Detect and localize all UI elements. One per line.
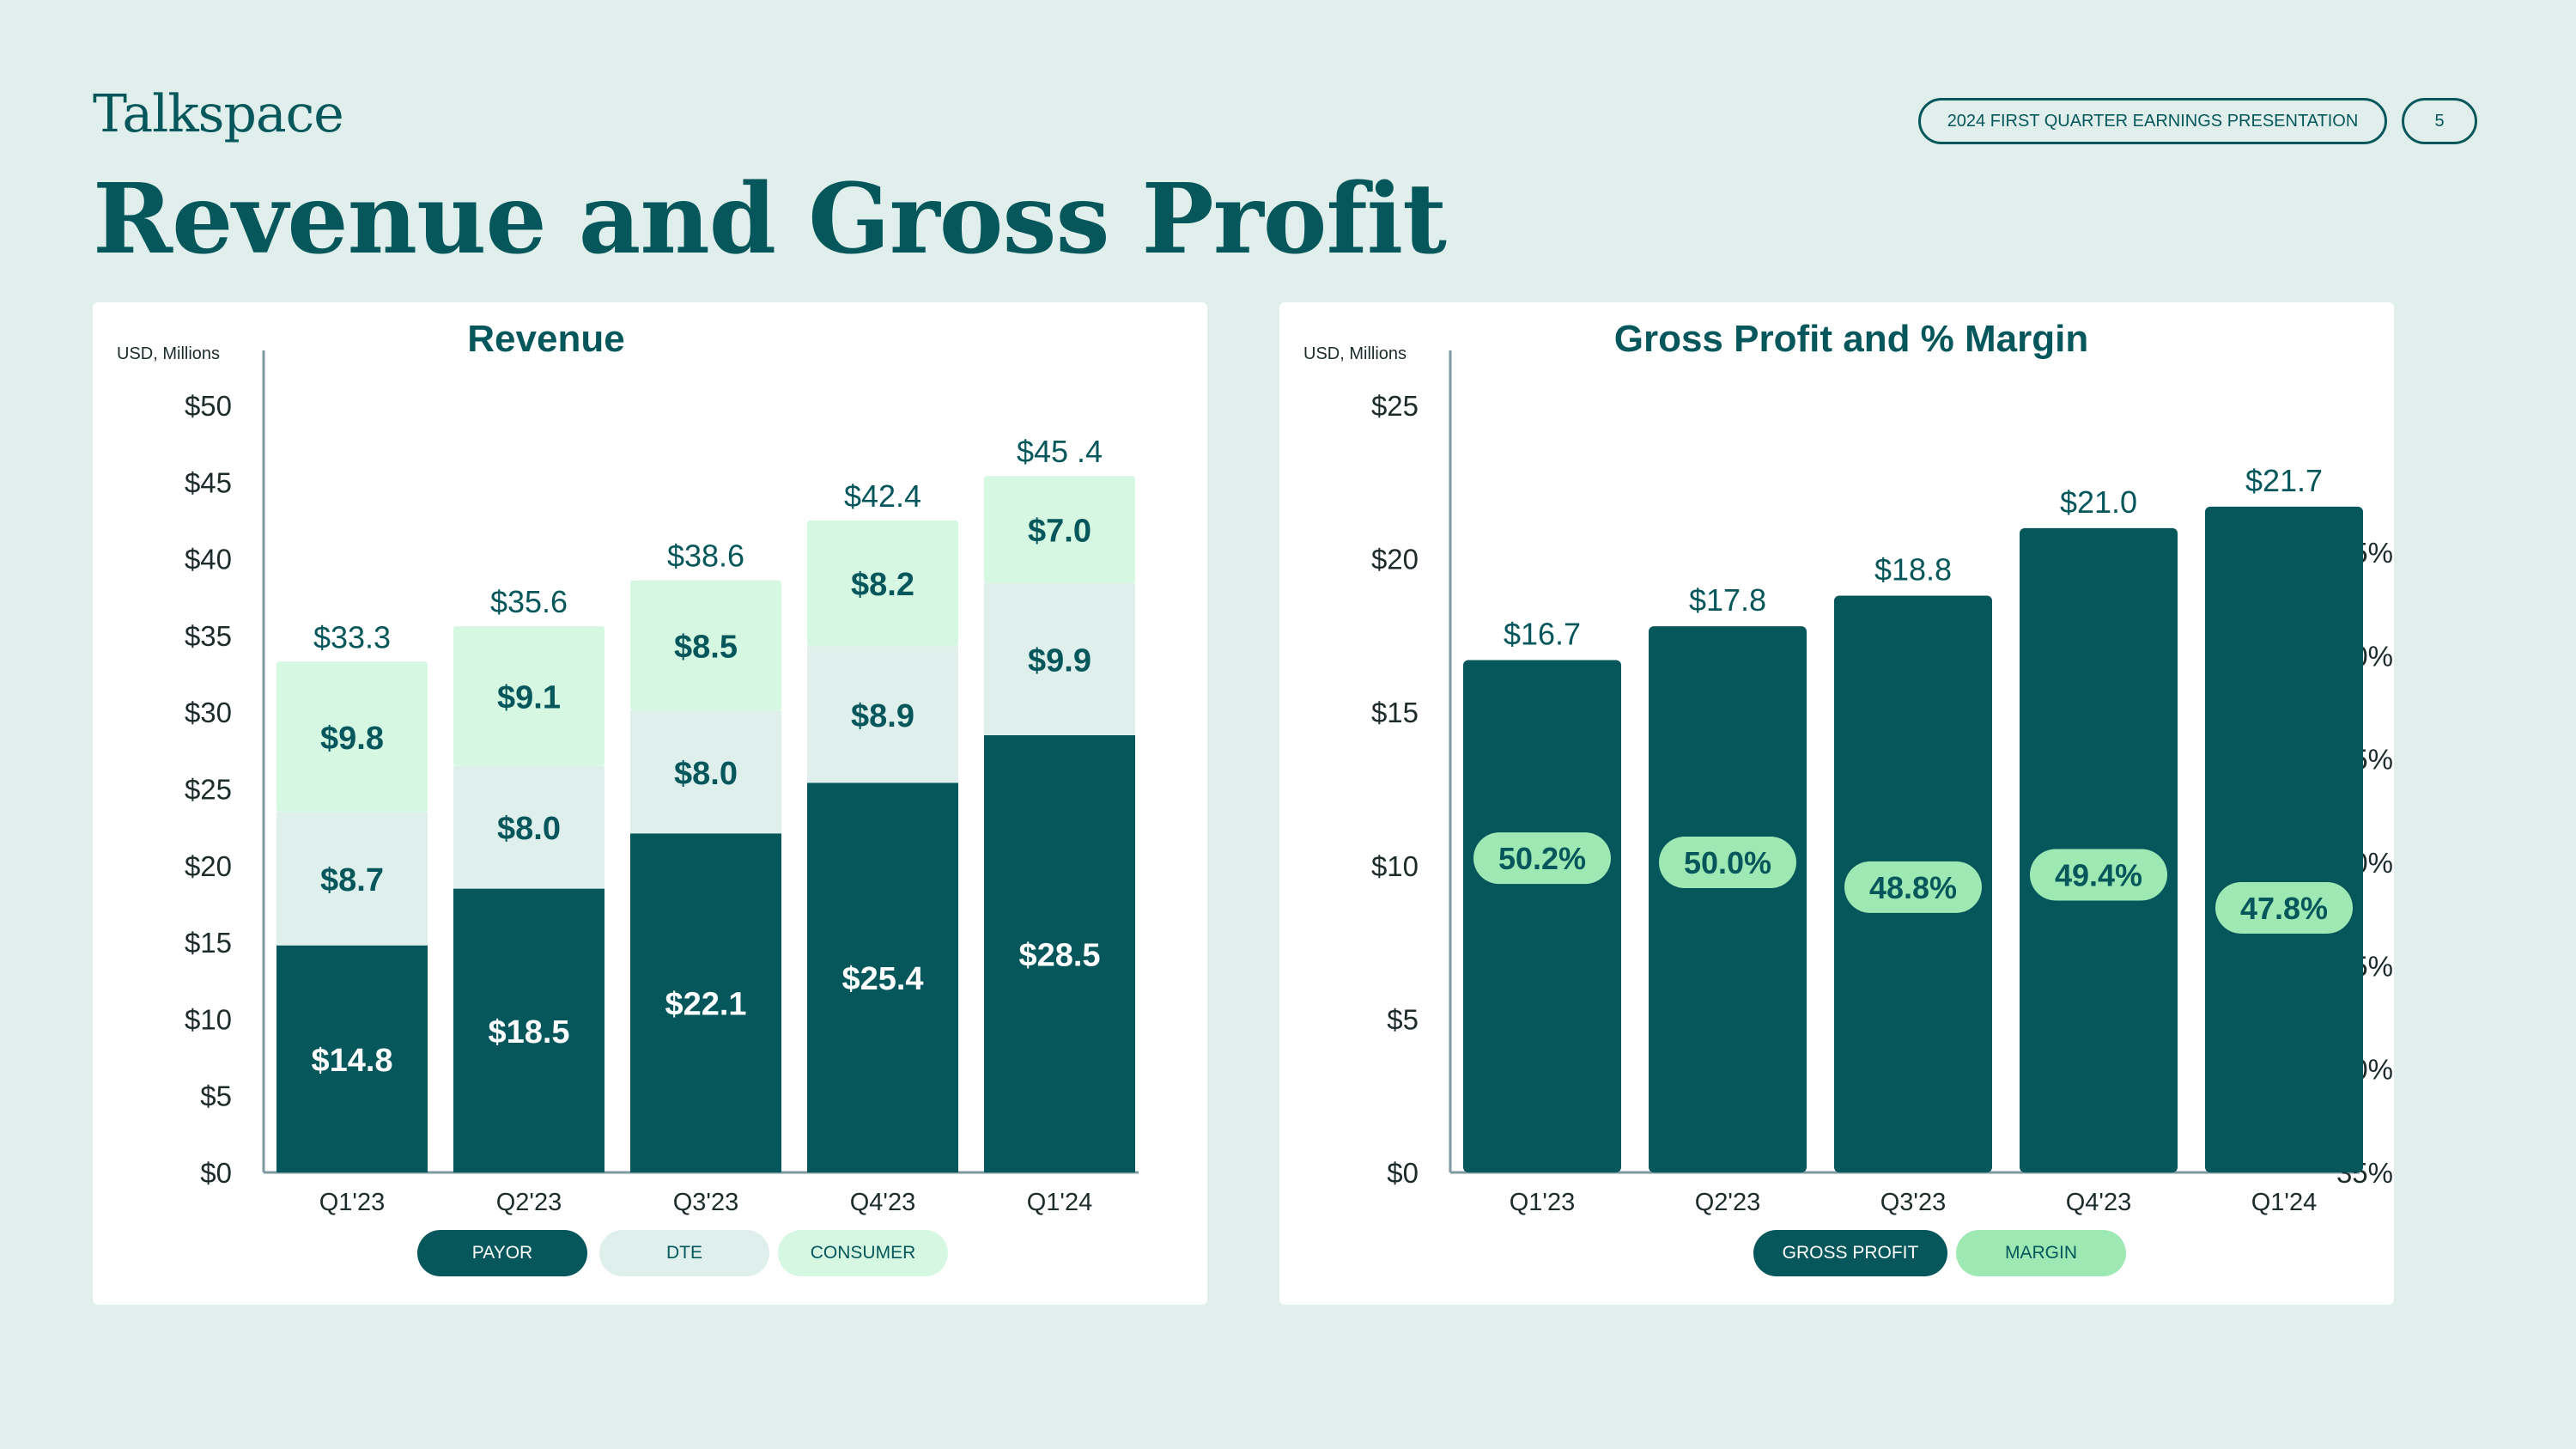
revenue-bar-payor [630, 833, 781, 1172]
revenue-dte-label: $8.0 [674, 756, 738, 792]
gross-profit-unit-label: USD, Millions [1303, 344, 1406, 363]
gross-profit-bar [1463, 660, 1621, 1172]
gross-profit-chart: Gross Profit and % Margin USD, Millions $0… [1303, 318, 2393, 1216]
revenue-consumer-label: $9.1 [497, 679, 561, 715]
revenue-x-tick-label: Q4'23 [850, 1189, 915, 1216]
revenue-dte-label: $8.9 [851, 698, 914, 734]
revenue-bar-dte [630, 710, 781, 834]
revenue-payor-label: $22.1 [665, 987, 746, 1023]
revenue-y-tick-label: $45 [185, 466, 232, 498]
revenue-payor-label: $28.5 [1018, 937, 1100, 973]
revenue-y-tick-label: $35 [185, 620, 232, 652]
revenue-y-tick-label: $20 [185, 850, 232, 882]
gross-profit-x-tick-label: Q3'23 [1880, 1189, 1946, 1216]
revenue-bar-dte [276, 812, 428, 946]
legend-margin: MARGIN [1956, 1230, 2126, 1276]
margin-marker [1844, 861, 1982, 913]
revenue-y-tick-label: $0 [200, 1157, 232, 1189]
revenue-bar-consumer [276, 661, 428, 813]
revenue-bar-consumer [807, 520, 958, 647]
revenue-x-tick-label: Q3'23 [673, 1189, 738, 1216]
gross-profit-x-tick-label: Q2'23 [1695, 1189, 1760, 1216]
revenue-bar-consumer [630, 580, 781, 711]
gross-profit-y-tick-label: $20 [1371, 544, 1419, 575]
talkspace-logo: Talkspace [93, 84, 344, 144]
gross-profit-value-label: $17.8 [1689, 582, 1766, 618]
revenue-payor-label: $14.8 [311, 1043, 392, 1079]
legend-payor: PAYOR [417, 1230, 587, 1276]
gross-profit-value-label: $16.7 [1504, 616, 1581, 651]
gross-profit-chart-card: Gross Profit and % Margin USD, Millions $0… [1279, 302, 2394, 1305]
revenue-title: Revenue [467, 318, 624, 360]
revenue-dte-label: $8.7 [320, 862, 384, 898]
revenue-y-tick-label: $50 [185, 390, 232, 422]
revenue-total-label: $38.6 [667, 539, 744, 574]
revenue-x-tick-label: Q1'24 [1027, 1189, 1092, 1216]
margin-marker [1473, 832, 1611, 885]
revenue-y-tick-label: $5 [200, 1081, 232, 1112]
margin-value-label: 50.2% [1498, 841, 1586, 876]
revenue-y-tick-label: $15 [185, 927, 232, 959]
revenue-y-tick-label: $25 [185, 774, 232, 806]
margin-marker [2215, 881, 2353, 934]
revenue-total-label: $42.4 [844, 478, 921, 514]
margin-value-label: 47.8% [2240, 891, 2328, 926]
revenue-y-tick-label: $40 [185, 544, 232, 575]
revenue-bar-dte [984, 583, 1135, 735]
margin-value-label: 48.8% [1869, 870, 1957, 905]
gross-profit-bar [1649, 626, 1807, 1172]
gross-profit-bar [2205, 506, 2363, 1172]
page-number: 5 [2402, 98, 2477, 144]
revenue-consumer-label: $7.0 [1028, 514, 1091, 550]
revenue-consumer-label: $8.2 [851, 567, 914, 603]
presentation-badge: 2024 FIRST QUARTER EARNINGS PRESENTATION [1918, 98, 2387, 144]
revenue-chart: Revenue USD, Millions $0 $5 $10 $15 $20 $25 $30 $… [117, 318, 1139, 1216]
gross-profit-value-label: $21.0 [2060, 484, 2137, 520]
gross-profit-y-tick-label: $25 [1371, 390, 1419, 422]
revenue-bar-payor [276, 945, 428, 1172]
margin-marker [1659, 837, 1796, 888]
gross-profit-y-tick-label: $0 [1387, 1157, 1419, 1189]
revenue-bar-payor [807, 782, 958, 1172]
gross-profit-y-tick-label: $15 [1371, 697, 1419, 728]
revenue-payor-label: $18.5 [488, 1014, 569, 1050]
revenue-payor-label: $25.4 [841, 961, 923, 997]
margin-value-label: 49.4% [2055, 857, 2142, 892]
revenue-bar-consumer [984, 476, 1135, 584]
gross-profit-x-tick-label: Q1'23 [1510, 1189, 1575, 1216]
gross-profit-value-label: $18.8 [1874, 551, 1952, 587]
gross-profit-x-tick-label: Q4'23 [2066, 1189, 2131, 1216]
revenue-bar-dte [807, 646, 958, 783]
revenue-y-tick-label: $10 [185, 1003, 232, 1035]
gross-profit-value-label: $21.7 [2245, 463, 2323, 498]
revenue-total-label: $35.6 [490, 584, 568, 619]
revenue-bar-payor [453, 888, 605, 1172]
legend-dte: DTE [599, 1230, 769, 1276]
gross-profit-title: Gross Profit and % Margin [1614, 318, 2089, 360]
revenue-y-tick-label: $30 [185, 697, 232, 728]
margin-marker [2030, 849, 2167, 901]
revenue-total-label: $33.3 [313, 619, 391, 654]
revenue-dte-label: $8.0 [497, 811, 561, 847]
revenue-chart-card: Revenue USD, Millions $0 $5 $10 $15 $20 $25 $30 $… [93, 302, 1207, 1305]
gross-profit-x-tick-label: Q1'24 [2251, 1189, 2317, 1216]
revenue-total-label: $45 .4 [1017, 434, 1103, 469]
revenue-x-tick-label: Q2'23 [496, 1189, 562, 1216]
gross-profit-y-tick-label: $10 [1371, 850, 1419, 882]
revenue-bar-dte [453, 765, 605, 889]
revenue-bar-payor [984, 734, 1135, 1172]
revenue-bar-consumer [453, 626, 605, 766]
revenue-x-tick-label: Q1'23 [319, 1189, 385, 1216]
legend-consumer: CONSUMER [778, 1230, 948, 1276]
revenue-unit-label: USD, Millions [117, 344, 220, 363]
revenue-consumer-label: $8.5 [674, 630, 738, 666]
legend-gross-profit: GROSS PROFIT [1753, 1230, 1947, 1276]
revenue-consumer-label: $9.8 [320, 721, 384, 757]
gross-profit-y-tick-label: $5 [1387, 1003, 1419, 1035]
page-title: Revenue and Gross Profit [93, 163, 1447, 276]
revenue-dte-label: $9.9 [1028, 643, 1091, 679]
margin-value-label: 50.0% [1684, 845, 1771, 880]
